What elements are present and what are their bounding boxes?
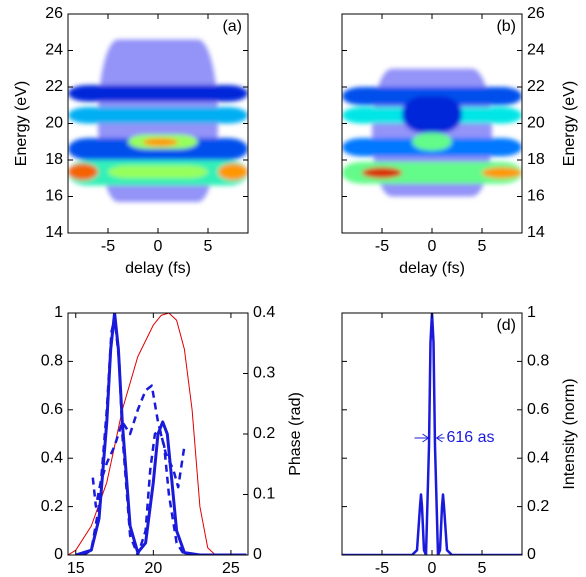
- x-tick-label: 0: [428, 238, 437, 255]
- y-tick-label: 0.8: [527, 353, 549, 370]
- heatmap: [68, 39, 248, 202]
- x-tick-label: 25: [222, 560, 240, 577]
- y-tick-label: 0: [527, 546, 536, 563]
- y-tick-label: 0.4: [527, 449, 549, 466]
- y2-tick-label: 0.3: [253, 365, 275, 382]
- heatmap-patch: [412, 132, 452, 151]
- y-tick-label: 16: [527, 188, 545, 205]
- y-tick-label: 0.8: [41, 353, 63, 370]
- panel-label: (a): [222, 18, 242, 35]
- panel-label: (b): [496, 18, 516, 35]
- heatmap-patch: [362, 167, 402, 179]
- y-tick-label: 0.6: [527, 401, 549, 418]
- y-tick-label: 14: [527, 224, 545, 241]
- heatmap-patch: [482, 167, 522, 179]
- heatmap-patch: [68, 85, 248, 102]
- y-tick-label: 0: [54, 546, 63, 563]
- heatmap-patch: [68, 163, 98, 181]
- heatmap-patch: [342, 161, 522, 184]
- x-tick-label: 0: [428, 560, 437, 577]
- y-tick-label: 22: [45, 78, 63, 95]
- y-tick-label: 20: [527, 115, 545, 132]
- x-tick-label: 5: [478, 238, 487, 255]
- y-tick-label: 20: [45, 115, 63, 132]
- panel-label: (d): [496, 317, 516, 334]
- x-tick-label: 15: [67, 560, 85, 577]
- x-tick-label: 0: [154, 238, 163, 255]
- plot-area: [68, 313, 247, 555]
- data-line: [342, 313, 522, 555]
- y-tick-label: 14: [45, 224, 63, 241]
- x-tick-label: -5: [375, 560, 389, 577]
- y-axis-label: Intensity (norm): [561, 378, 578, 489]
- y-tick-label: 1: [54, 304, 63, 321]
- plot-area: [342, 313, 522, 555]
- panel: -5 0 5 14 16 18 20 22 24 26 delay (fs) Energy (eV) (…: [13, 5, 249, 277]
- heatmap-patch: [143, 138, 178, 147]
- y-tick-label: 24: [527, 42, 545, 59]
- x-axis-label: delay (fs): [399, 260, 465, 277]
- panel: 15 20 25 0 0.2 0.4 0.6 0.8 1 0 0.1 0.2 0.3 0.4 Phase (…: [41, 304, 304, 577]
- y-tick-label: 26: [45, 5, 63, 22]
- plot-area: [68, 39, 248, 202]
- panel: -5 0 5 14 16 18 20 22 24 26 delay (fs) Energy (eV) (…: [341, 5, 578, 277]
- y-tick-label: 22: [527, 78, 545, 95]
- annotation-arrowhead: [436, 433, 443, 443]
- y-tick-label: 0.4: [41, 449, 63, 466]
- x-tick-label: 5: [204, 238, 213, 255]
- y2-tick-label: 0: [253, 546, 262, 563]
- y2-tick-label: 0.1: [253, 486, 275, 503]
- axes-frame: [341, 312, 523, 556]
- plot-area: [342, 68, 522, 197]
- x-tick-label: -5: [375, 238, 389, 255]
- x-tick-label: 20: [144, 560, 162, 577]
- y2-tick-label: 0.2: [253, 425, 275, 442]
- y-tick-label: 18: [527, 151, 545, 168]
- heatmap-patch: [402, 96, 462, 133]
- y-tick-label: 18: [45, 151, 63, 168]
- y-tick-label: 24: [45, 42, 63, 59]
- heatmap-patch: [68, 107, 248, 124]
- heatmap: [342, 68, 522, 197]
- y-tick-label: 1: [527, 304, 536, 321]
- data-line: [91, 384, 186, 508]
- annotation-arrowhead: [422, 433, 429, 443]
- y-tick-label: 0.6: [41, 401, 63, 418]
- y-tick-label: 0.2: [527, 498, 549, 515]
- heatmap-patch: [218, 163, 248, 181]
- y-tick-label: 26: [527, 5, 545, 22]
- heatmap-patch: [108, 165, 208, 179]
- y2-axis-label: Phase (rad): [287, 392, 304, 476]
- y2-tick-label: 0.4: [253, 304, 275, 321]
- y-tick-label: 0.2: [41, 498, 63, 515]
- x-axis-label: delay (fs): [125, 260, 191, 277]
- x-tick-label: 5: [478, 560, 487, 577]
- y-tick-label: 16: [45, 188, 63, 205]
- x-tick-label: -5: [101, 238, 115, 255]
- y-axis-label: Energy (eV): [13, 81, 30, 166]
- annotation: 616 as: [447, 429, 495, 446]
- y-axis-label: Energy (eV): [561, 81, 578, 166]
